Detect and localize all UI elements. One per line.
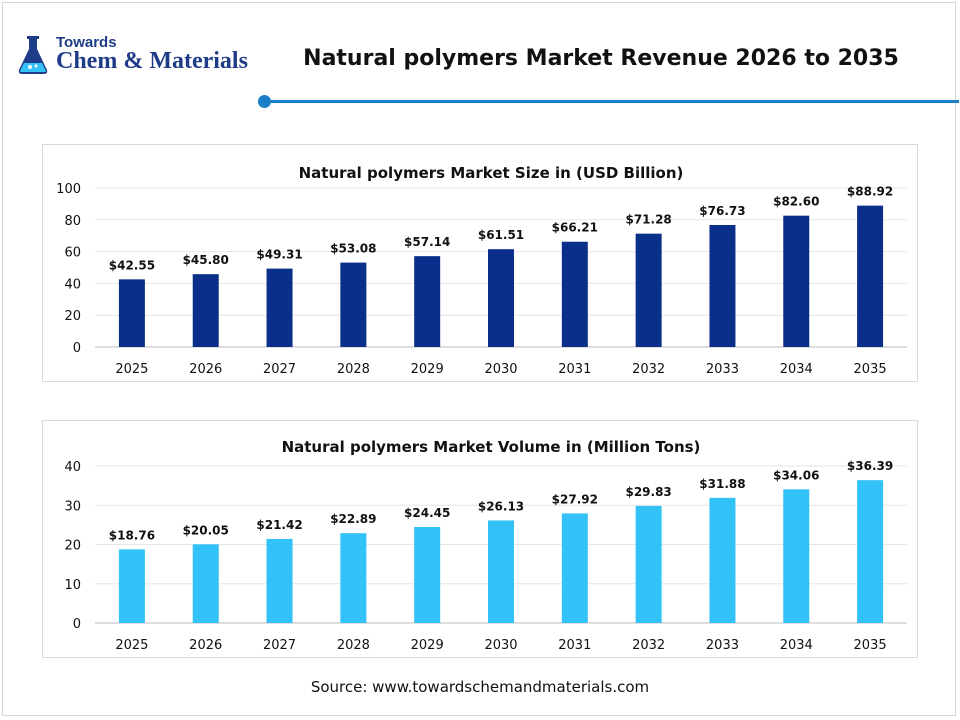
market-volume-chart: Natural polymers Market Volume in (Milli… (64, 438, 907, 653)
x-tick-label: 2028 (337, 362, 370, 377)
data-label: $24.45 (404, 506, 450, 520)
y-tick-label: 20 (64, 309, 81, 324)
data-label: $21.42 (256, 518, 302, 532)
data-label: $66.21 (552, 221, 598, 235)
data-label: $26.13 (478, 499, 524, 513)
logo-main-text: Chem & Materials (56, 48, 248, 74)
bar (266, 538, 293, 623)
x-tick-label: 2033 (706, 638, 739, 653)
x-tick-label: 2031 (558, 362, 591, 377)
data-label: $36.39 (847, 459, 893, 473)
data-label: $27.92 (552, 492, 598, 506)
y-tick-label: 20 (64, 539, 81, 554)
x-tick-label: 2032 (632, 362, 665, 377)
x-tick-label: 2028 (337, 638, 370, 653)
bar (857, 205, 884, 347)
data-label: $82.60 (773, 195, 819, 209)
bar (488, 520, 514, 623)
brand-logo: Towards Chem & Materials (16, 34, 266, 80)
market-size-chart: Natural polymers Market Size in (USD Bil… (56, 164, 907, 377)
data-label: $31.88 (699, 477, 745, 491)
chart-title: Natural polymers Market Size in (USD Bil… (299, 164, 684, 182)
bar (414, 527, 441, 623)
x-tick-label: 2025 (115, 362, 148, 377)
data-label: $53.08 (330, 242, 376, 256)
data-label: $61.51 (478, 228, 524, 242)
data-label: $29.83 (625, 485, 671, 499)
y-tick-label: 100 (56, 182, 81, 197)
y-tick-label: 30 (64, 499, 81, 514)
header-rule (263, 100, 959, 103)
x-tick-label: 2027 (263, 362, 296, 377)
data-label: $42.55 (109, 258, 155, 272)
x-tick-label: 2033 (706, 362, 739, 377)
x-tick-label: 2029 (411, 638, 444, 653)
x-tick-label: 2032 (632, 638, 665, 653)
logo-top-text: Towards (56, 34, 117, 51)
x-tick-label: 2026 (189, 362, 222, 377)
data-label: $18.76 (109, 528, 155, 542)
bar (414, 256, 441, 347)
bar (857, 480, 884, 623)
y-tick-label: 80 (64, 214, 81, 229)
data-label: $57.14 (404, 235, 450, 249)
x-tick-label: 2030 (484, 362, 517, 377)
x-tick-label: 2035 (854, 362, 887, 377)
bar (118, 279, 145, 347)
bar (783, 215, 810, 347)
y-tick-label: 0 (73, 341, 81, 356)
bar (266, 268, 293, 347)
data-label: $76.73 (699, 204, 745, 218)
bar (783, 489, 810, 623)
y-tick-label: 40 (64, 460, 81, 475)
data-label: $22.89 (330, 512, 376, 526)
flask-icon (18, 36, 48, 74)
data-label: $34.06 (773, 468, 819, 482)
data-label: $49.31 (256, 248, 302, 262)
x-tick-label: 2035 (854, 638, 887, 653)
bar (340, 533, 367, 623)
market-size-chart-panel: Natural polymers Market Size in (USD Bil… (42, 144, 918, 382)
x-tick-label: 2030 (484, 638, 517, 653)
bar (488, 249, 514, 347)
x-tick-label: 2027 (263, 638, 296, 653)
x-tick-label: 2031 (558, 638, 591, 653)
y-tick-label: 60 (64, 246, 81, 261)
bar (340, 262, 367, 347)
x-tick-label: 2034 (780, 638, 813, 653)
chart-title: Natural polymers Market Volume in (Milli… (282, 438, 701, 456)
bar (635, 233, 662, 347)
bar (192, 544, 219, 623)
bar (561, 241, 588, 347)
data-label: $20.05 (183, 523, 229, 537)
y-tick-label: 0 (73, 617, 81, 632)
y-tick-label: 10 (64, 578, 81, 593)
x-tick-label: 2029 (411, 362, 444, 377)
x-tick-label: 2025 (115, 638, 148, 653)
bar (192, 274, 219, 347)
y-tick-label: 40 (64, 277, 81, 292)
market-volume-chart-panel: Natural polymers Market Volume in (Milli… (42, 420, 918, 658)
data-label: $71.28 (625, 213, 671, 227)
data-label: $88.92 (847, 185, 893, 199)
bar (709, 497, 736, 623)
source-note: Source: www.towardschemandmaterials.com (310, 678, 650, 696)
x-tick-label: 2026 (189, 638, 222, 653)
page-title: Natural polymers Market Revenue 2026 to … (303, 46, 899, 71)
bar (635, 505, 662, 623)
bar (118, 549, 145, 623)
bar (709, 224, 736, 347)
data-label: $45.80 (183, 253, 229, 267)
bar (561, 513, 588, 623)
x-tick-label: 2034 (780, 362, 813, 377)
